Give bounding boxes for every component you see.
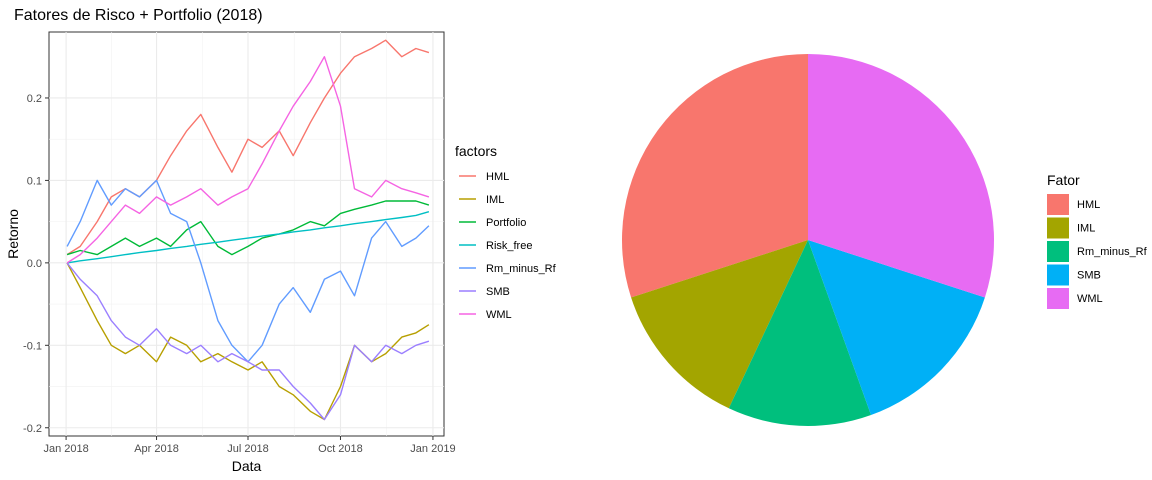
legend-key-swatch: [1047, 194, 1069, 215]
series-layer: [66, 39, 430, 421]
pie-legend-title: Fator: [1047, 172, 1080, 188]
x-tick-label: Jan 2018: [43, 443, 88, 455]
line-chart-title: Fatores de Risco + Portfolio (2018): [14, 7, 263, 24]
series-line-risk-free: [66, 211, 430, 264]
legend-label: IML: [1077, 223, 1095, 235]
axis-layer: Jan 2018 Apr 2018 Jul 2018 Oct 2018 Jan 2019…: [23, 93, 456, 455]
series-line-smb: [66, 262, 430, 421]
legend-key-swatch: [1047, 264, 1069, 286]
legend-key-swatch: [1047, 217, 1069, 239]
legend-label: Rm_minus_Rf: [1077, 246, 1148, 258]
x-tick-label: Jan 2019: [410, 443, 455, 455]
x-axis-title: Data: [232, 458, 262, 474]
legend-label: SMB: [1077, 270, 1101, 282]
x-tick-label: Apr 2018: [134, 443, 179, 455]
legend-label: Rm_minus_Rf: [486, 263, 557, 275]
grid-layer: [49, 32, 444, 436]
legend-label: HML: [486, 171, 509, 183]
y-tick-label: 0.2: [27, 93, 42, 105]
plot-panel: [48, 31, 445, 437]
x-tick-label: Oct 2018: [318, 443, 363, 455]
y-tick-label: 0.0: [27, 258, 42, 270]
legend-key-swatch: [1047, 288, 1069, 309]
pie-chart: [621, 53, 995, 426]
legend-label: Risk_free: [486, 240, 532, 252]
pie-slice-hml: [621, 53, 808, 298]
y-tick-label: -0.1: [23, 340, 42, 352]
x-tick-label: Jul 2018: [227, 443, 269, 455]
y-tick-label: -0.2: [23, 423, 42, 435]
pie-slice-iml: [631, 240, 808, 409]
series-line-portfolio: [66, 200, 430, 256]
series-line-wml: [66, 56, 430, 264]
y-axis-title: Retorno: [5, 209, 21, 259]
legend-label: WML: [1077, 293, 1103, 305]
legend-label: HML: [1077, 199, 1100, 211]
line-legend: HML IML Portfolio Risk_free Rm_minus_Rf SMB WM…: [459, 171, 557, 321]
legend-label: WML: [486, 309, 512, 321]
pie-legend: HML IML Rm_minus_Rf SMB WML: [1047, 194, 1148, 309]
pie-slice-rm-minus-rf: [728, 240, 872, 426]
pie-slice-wml: [808, 54, 995, 298]
legend-key-swatch: [1047, 241, 1069, 262]
legend-label: SMB: [486, 286, 510, 298]
pie-slice-smb: [808, 240, 985, 415]
line-legend-title: factors: [455, 143, 497, 159]
y-tick-label: 0.1: [27, 175, 42, 187]
legend-label: IML: [486, 194, 504, 206]
legend-label: Portfolio: [486, 217, 526, 229]
